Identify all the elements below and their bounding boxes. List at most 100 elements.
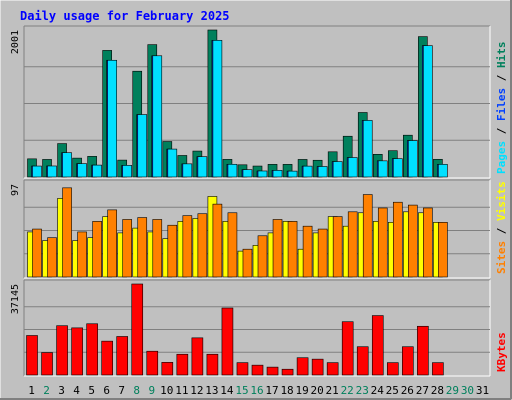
bar-pages-day-15 <box>242 169 253 178</box>
day-label: 17 <box>265 384 278 397</box>
legend-part: / <box>495 221 508 241</box>
bar-kbytes-day-5 <box>86 323 98 376</box>
bar-pages-day-9 <box>152 55 163 178</box>
day-label: 28 <box>431 384 444 397</box>
legend-label: Pages / Files / Hits <box>495 42 508 175</box>
bar-pages-day-25 <box>392 158 403 178</box>
bar-pages-day-12 <box>197 156 208 178</box>
bar-pages-day-22 <box>347 157 358 178</box>
day-label: 3 <box>58 384 65 397</box>
bar-pages-day-17 <box>272 170 283 178</box>
day-label: 26 <box>401 384 414 397</box>
bar-kbytes-day-11 <box>176 353 189 376</box>
day-label: 27 <box>416 384 429 397</box>
day-label: 23 <box>356 384 369 397</box>
bar-pages-day-8 <box>137 114 148 178</box>
bar-sites-day-2 <box>47 237 57 278</box>
legend-part: Visits <box>495 181 508 221</box>
legend-part: KBytes <box>495 332 508 372</box>
bar-sites-day-28 <box>438 222 448 278</box>
day-label: 21 <box>326 384 339 397</box>
bar-sites-day-19 <box>302 225 313 278</box>
bar-kbytes-day-28 <box>432 362 444 376</box>
bar-sites-day-10 <box>167 224 178 278</box>
bar-pages-day-1 <box>32 165 42 178</box>
bar-sites-day-17 <box>272 219 283 278</box>
day-label: 9 <box>148 384 155 397</box>
bar-pages-day-24 <box>377 160 388 178</box>
bar-sites-day-1 <box>32 228 42 278</box>
day-label: 20 <box>311 384 324 397</box>
bar-kbytes-day-24 <box>371 315 384 376</box>
day-label: 22 <box>341 384 354 397</box>
bar-kbytes-day-4 <box>71 327 83 376</box>
day-label: 8 <box>133 384 140 397</box>
bar-pages-day-21 <box>332 161 343 178</box>
bar-pages-day-23 <box>362 120 373 178</box>
bar-sites-day-15 <box>242 248 253 278</box>
bar-kbytes-day-14 <box>221 307 234 376</box>
bar-kbytes-day-2 <box>41 352 53 376</box>
bar-pages-day-2 <box>47 165 57 178</box>
bar-kbytes-day-15 <box>236 362 249 376</box>
bar-kbytes-day-22 <box>341 321 354 376</box>
day-label: 24 <box>371 384 385 397</box>
bar-pages-day-18 <box>287 170 298 178</box>
panel-hits-files-pages: 2001 Pages / Files / Hits <box>10 25 508 179</box>
bar-kbytes-day-27 <box>417 325 429 376</box>
bar-pages-day-28 <box>438 164 448 178</box>
bar-kbytes-day-12 <box>191 337 204 376</box>
bar-sites-day-11 <box>182 215 193 278</box>
day-label: 6 <box>103 384 110 397</box>
legend-part: / <box>495 68 508 88</box>
legend-part: Pages <box>495 141 508 174</box>
day-label: 14 <box>220 384 234 397</box>
panel-visits-sites: 97 Sites / Visits <box>10 179 508 279</box>
bar-pages-day-27 <box>423 45 433 178</box>
bar-sites-day-22 <box>347 211 358 278</box>
day-label: 18 <box>280 384 293 397</box>
day-label: 31 <box>476 384 489 397</box>
legend-part: Files <box>495 88 508 121</box>
bar-pages-day-3 <box>62 152 72 178</box>
bar-sites-day-8 <box>137 217 148 278</box>
bar-pages-day-4 <box>77 163 87 178</box>
panel-kbytes: 37145 KBytes <box>10 279 508 377</box>
day-label: 10 <box>160 384 173 397</box>
bar-pages-day-14 <box>227 163 238 178</box>
bar-sites-day-9 <box>152 219 163 278</box>
chart-title: Daily usage for February 2025 <box>20 9 230 23</box>
bar-kbytes-day-8 <box>131 283 144 376</box>
day-label: 5 <box>88 384 95 397</box>
day-label: 15 <box>235 384 248 397</box>
bar-sites-day-4 <box>77 231 87 278</box>
bar-pages-day-5 <box>92 164 102 178</box>
legend-label: KBytes <box>495 332 508 372</box>
bar-pages-day-13 <box>212 40 223 178</box>
day-label: 25 <box>386 384 399 397</box>
bar-pages-day-6 <box>107 59 117 178</box>
bar-sites-day-18 <box>287 221 298 278</box>
day-label: 29 <box>446 384 459 397</box>
bar-kbytes-day-19 <box>296 357 309 376</box>
bar-sites-day-16 <box>257 235 268 278</box>
bar-kbytes-day-6 <box>101 340 113 376</box>
bar-kbytes-day-20 <box>311 358 324 376</box>
bar-pages-day-7 <box>122 165 133 178</box>
bar-sites-day-21 <box>332 216 343 278</box>
day-label: 16 <box>250 384 263 397</box>
day-label: 13 <box>205 384 218 397</box>
day-label: 1 <box>28 384 35 397</box>
bar-kbytes-day-16 <box>251 364 264 376</box>
axis-max-label: 97 <box>10 184 21 196</box>
bar-pages-day-10 <box>167 148 178 178</box>
bar-kbytes-day-26 <box>402 346 414 376</box>
bar-kbytes-day-21 <box>326 362 339 376</box>
bar-kbytes-day-17 <box>266 366 279 376</box>
day-label: 19 <box>295 384 308 397</box>
bar-pages-day-11 <box>182 163 193 178</box>
bar-sites-day-14 <box>227 212 238 278</box>
day-label: 11 <box>175 384 188 397</box>
